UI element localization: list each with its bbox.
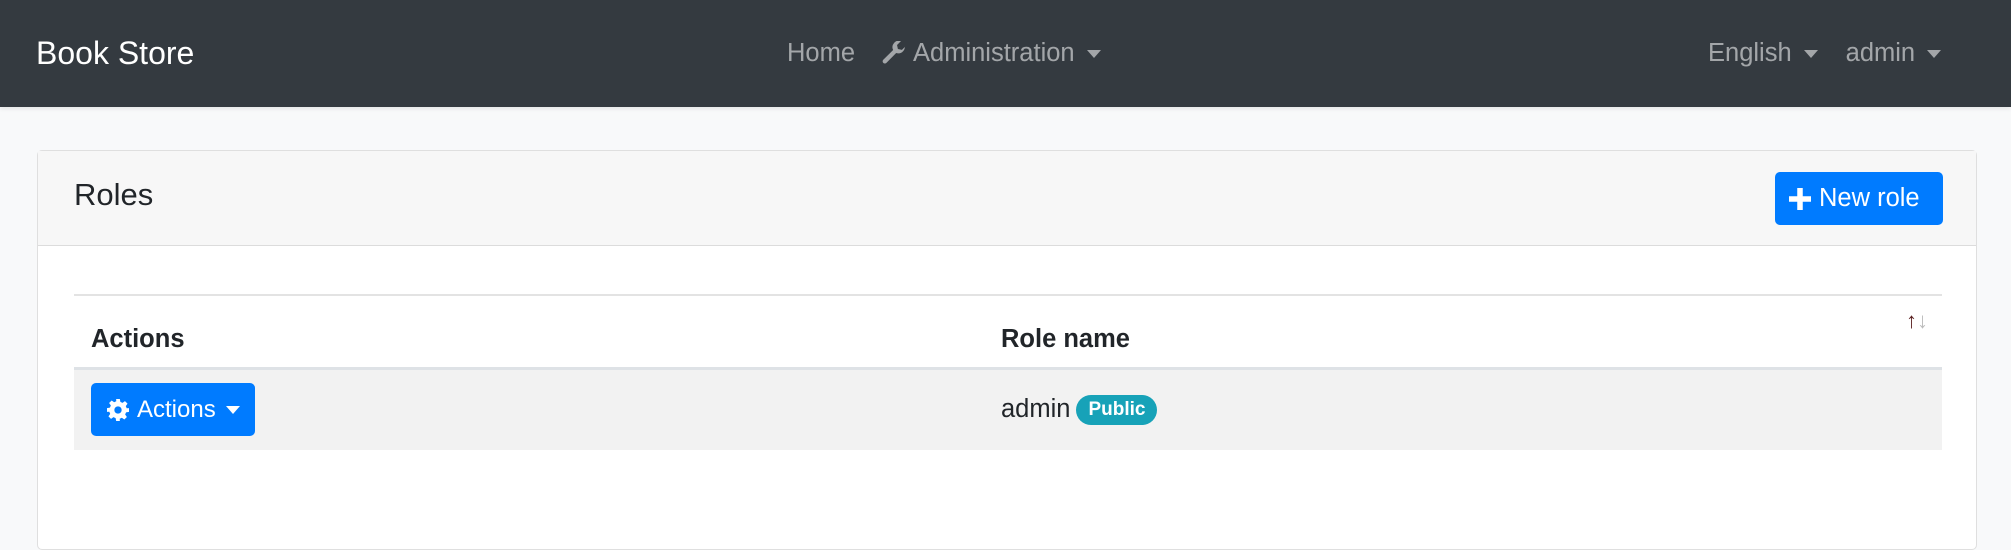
page-title: Roles <box>74 177 154 212</box>
user-dropdown[interactable]: admin <box>1845 39 1942 68</box>
status-badge: Public <box>1076 394 1158 425</box>
column-header-role-name[interactable]: Role name ↑↓ <box>984 294 1942 370</box>
role-name: admin <box>1001 394 1071 423</box>
nav-administration-label: Administration <box>913 39 1075 67</box>
plus-icon <box>1789 187 1811 210</box>
new-role-label: New role <box>1819 184 1920 212</box>
nav-home[interactable]: Home <box>787 39 856 67</box>
language-dropdown[interactable]: English <box>1708 39 1818 68</box>
caret-down-icon <box>1927 49 1942 58</box>
caret-down-icon <box>1803 49 1818 58</box>
nav-administration[interactable]: Administration <box>881 39 1101 68</box>
user-label: admin <box>1845 39 1916 67</box>
navbar: Book Store Home Administration English a… <box>0 0 2011 107</box>
actions-cell: Actions <box>74 368 984 450</box>
sort-arrows-icon[interactable]: ↑↓ <box>1906 308 1928 333</box>
actions-label: Actions <box>137 395 216 423</box>
table-row: Actions admin Public <box>74 368 1942 450</box>
gear-icon <box>107 398 129 421</box>
brand-link[interactable]: Book Store <box>36 35 195 71</box>
table-header-row: Actions Role name ↑↓ <box>74 294 1942 370</box>
actions-dropdown-button[interactable]: Actions <box>91 383 255 437</box>
roles-card: Roles New role Actions Role name ↑↓ Acti… <box>37 150 1977 550</box>
wrench-icon <box>882 40 906 63</box>
column-header-label: Role name <box>1001 324 1130 353</box>
roles-table: Actions Role name ↑↓ Actions admin Public <box>74 294 1942 450</box>
card-header: Roles New role <box>38 151 1976 246</box>
language-label: English <box>1708 39 1792 67</box>
role-name-cell: admin Public <box>984 368 1942 450</box>
column-header-actions: Actions <box>74 294 984 370</box>
caret-down-icon <box>225 405 240 414</box>
caret-down-icon <box>1086 49 1101 58</box>
new-role-button[interactable]: New role <box>1775 172 1943 225</box>
